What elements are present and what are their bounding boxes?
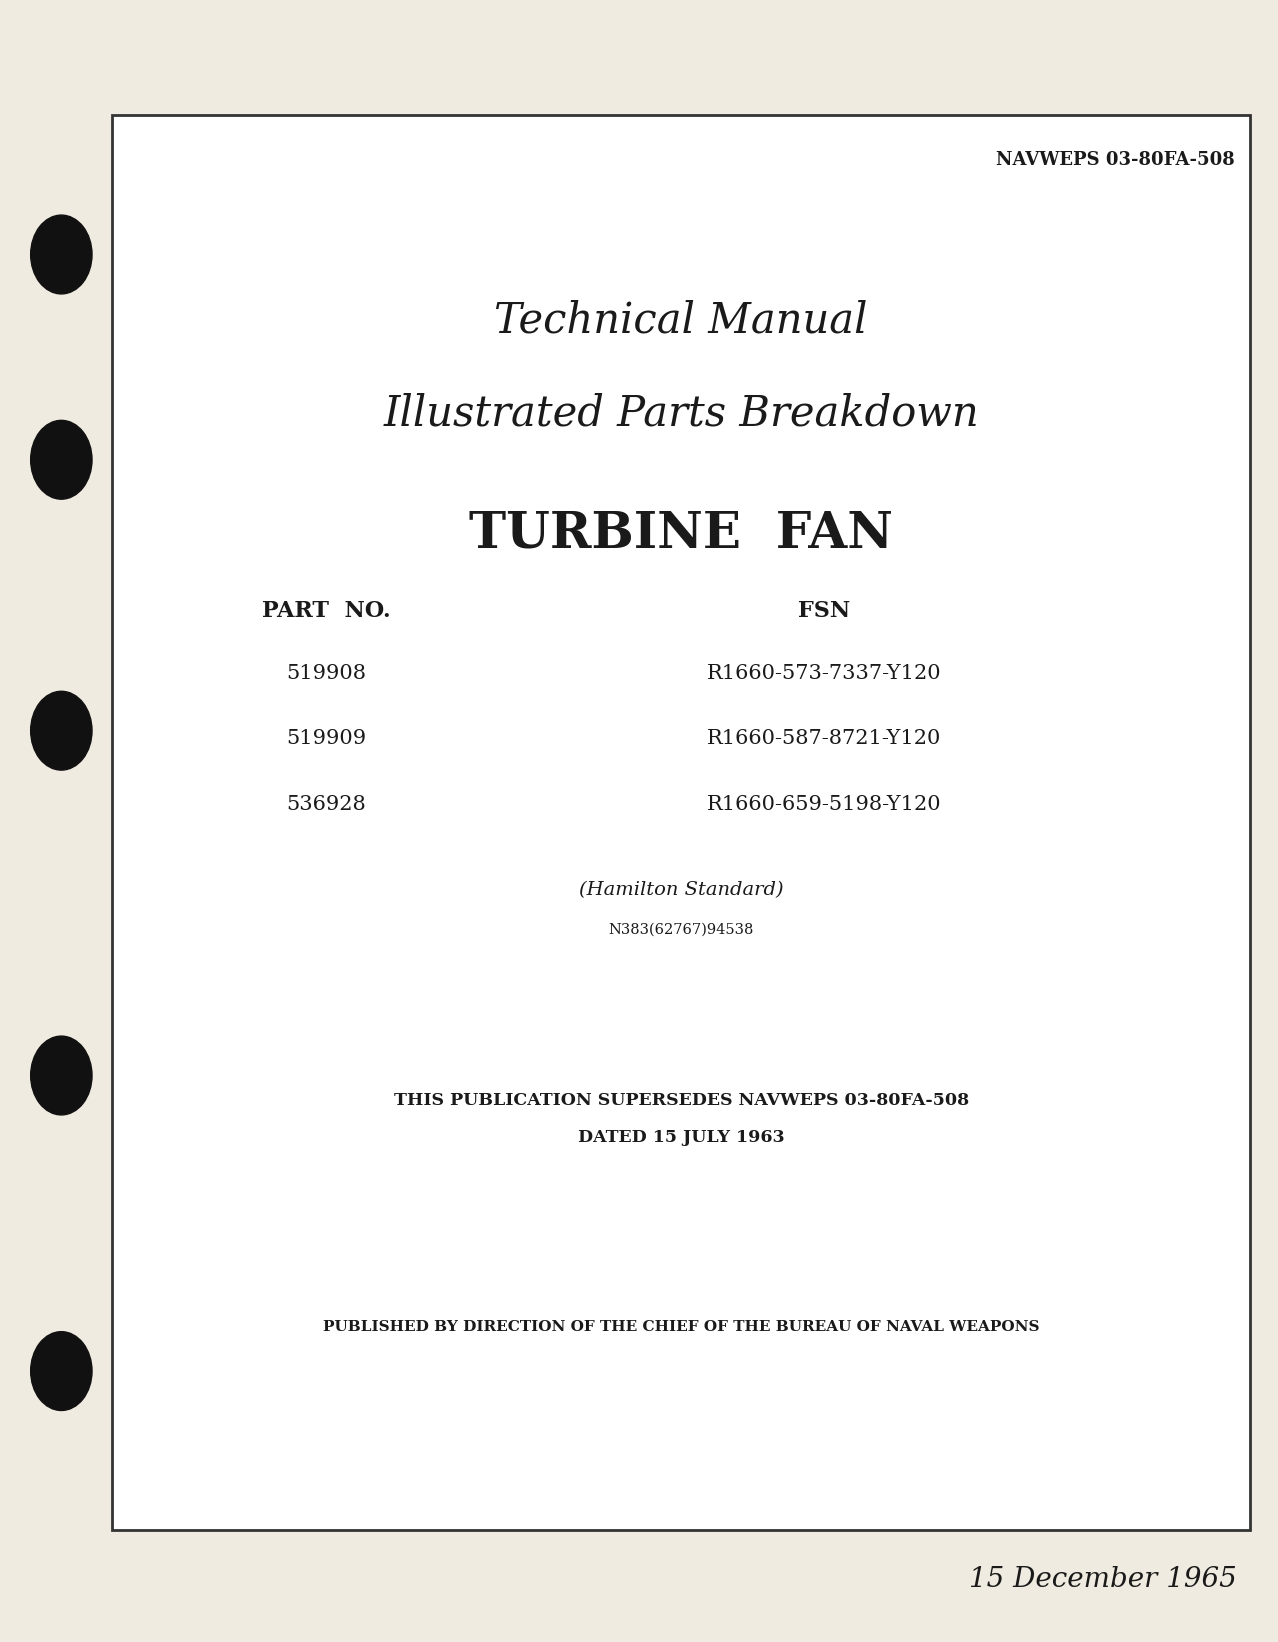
- Text: 536928: 536928: [286, 795, 366, 814]
- Text: 519909: 519909: [286, 729, 366, 749]
- Bar: [112, 115, 1250, 1530]
- Text: Technical Manual: Technical Manual: [495, 299, 868, 342]
- Text: DATED 15 JULY 1963: DATED 15 JULY 1963: [578, 1130, 785, 1146]
- Text: (Hamilton Standard): (Hamilton Standard): [579, 882, 783, 898]
- Circle shape: [31, 1036, 92, 1115]
- Text: PUBLISHED BY DIRECTION OF THE CHIEF OF THE BUREAU OF NAVAL WEAPONS: PUBLISHED BY DIRECTION OF THE CHIEF OF T…: [323, 1320, 1039, 1333]
- Text: NAVWEPS 03-80FA-508: NAVWEPS 03-80FA-508: [996, 151, 1235, 169]
- Circle shape: [31, 1332, 92, 1410]
- Circle shape: [31, 691, 92, 770]
- Text: 519908: 519908: [286, 663, 366, 683]
- Text: 15 December 1965: 15 December 1965: [969, 1566, 1237, 1593]
- Text: R1660-659-5198-Y120: R1660-659-5198-Y120: [707, 795, 942, 814]
- Text: N383(62767)94538: N383(62767)94538: [608, 923, 754, 936]
- Text: THIS PUBLICATION SUPERSEDES NAVWEPS 03-80FA-508: THIS PUBLICATION SUPERSEDES NAVWEPS 03-8…: [394, 1092, 969, 1108]
- Circle shape: [31, 420, 92, 499]
- Text: R1660-573-7337-Y120: R1660-573-7337-Y120: [707, 663, 942, 683]
- Text: R1660-587-8721-Y120: R1660-587-8721-Y120: [707, 729, 942, 749]
- Text: FSN: FSN: [799, 599, 850, 622]
- Text: PART  NO.: PART NO.: [262, 599, 390, 622]
- Text: TURBINE  FAN: TURBINE FAN: [469, 509, 893, 558]
- Circle shape: [31, 215, 92, 294]
- Text: Illustrated Parts Breakdown: Illustrated Parts Breakdown: [383, 392, 979, 435]
